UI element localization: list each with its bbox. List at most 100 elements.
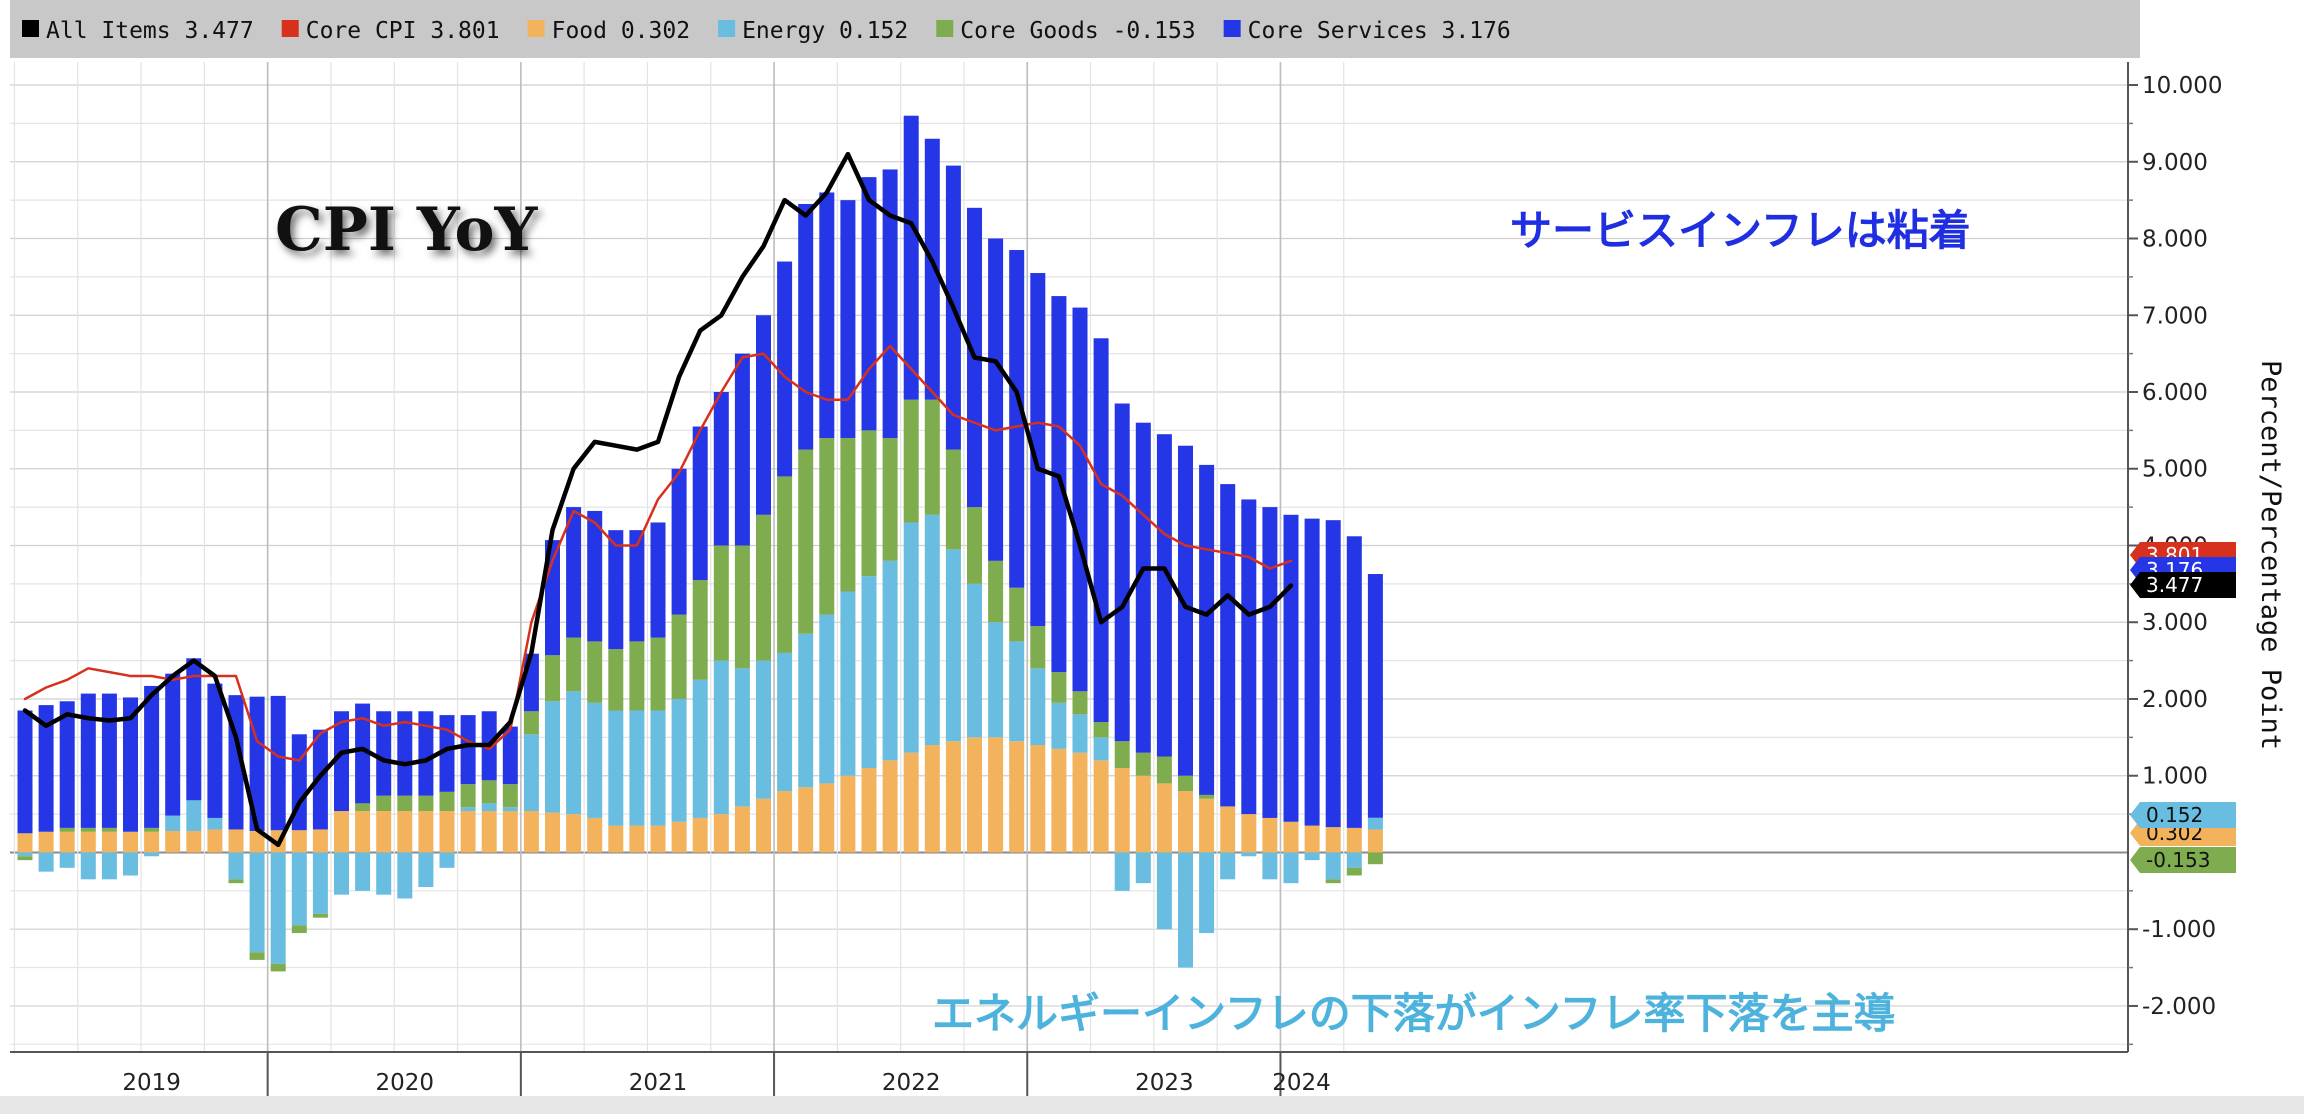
bar-core-services xyxy=(566,507,582,638)
bar-core-services xyxy=(840,200,856,439)
bar-food xyxy=(1030,745,1046,853)
bar-energy xyxy=(756,660,771,799)
bar-core-goods xyxy=(1178,775,1193,792)
bar-food xyxy=(903,752,919,853)
bar-energy xyxy=(882,560,898,761)
bar-core-goods xyxy=(545,655,560,702)
bar-food xyxy=(798,787,814,853)
x-tick-label: 2024 xyxy=(1272,1070,1331,1096)
bar-core-goods xyxy=(144,827,160,832)
bar-energy xyxy=(798,633,814,788)
bar-food xyxy=(1346,827,1362,853)
bar-core-services xyxy=(123,697,138,832)
bar-energy xyxy=(734,668,750,807)
bar-food xyxy=(207,829,223,853)
bar-core-services xyxy=(334,711,349,812)
y-tick-label: 6.000 xyxy=(2142,380,2208,406)
bar-energy xyxy=(481,803,497,812)
bar-core-services xyxy=(819,192,835,439)
bar-food xyxy=(1262,817,1278,853)
legend-swatch-0 xyxy=(22,20,39,37)
bar-food xyxy=(334,811,349,853)
y-tick-label: 3.000 xyxy=(2142,610,2208,636)
legend: All Items 3.477 Core CPI 3.801 Food 0.302 E… xyxy=(22,18,1511,44)
bar-core-goods xyxy=(903,399,919,523)
bar-core-goods xyxy=(608,649,624,711)
bar-core-goods xyxy=(1009,587,1025,642)
bar-energy xyxy=(80,852,96,880)
bar-food xyxy=(502,811,518,853)
bar-food xyxy=(1093,760,1109,853)
bar-energy xyxy=(123,852,138,876)
bar-energy xyxy=(228,852,244,880)
bar-core-goods xyxy=(80,827,96,832)
bar-energy xyxy=(1072,714,1088,753)
bar-core-services xyxy=(713,392,729,546)
end-tag-all_items xyxy=(2130,572,2236,598)
bar-core-goods xyxy=(1346,867,1362,876)
y-axis-label: Percent/Percentage Point xyxy=(2255,360,2286,750)
bar-core-goods xyxy=(1325,879,1341,884)
bar-core-services xyxy=(1367,574,1383,818)
bar-energy xyxy=(629,710,645,826)
bar-core-goods xyxy=(1030,626,1046,669)
bar-food xyxy=(777,791,793,853)
bar-food xyxy=(967,737,982,853)
legend-swatch-2 xyxy=(527,20,545,37)
bar-core-goods xyxy=(1367,852,1383,865)
bar-food xyxy=(1325,827,1341,853)
bar-food xyxy=(650,825,666,853)
bar-core-goods xyxy=(967,507,982,584)
bar-core-services xyxy=(1199,464,1215,795)
bar-core-goods xyxy=(945,449,961,550)
bar-core-goods xyxy=(734,545,750,669)
bar-food xyxy=(101,831,117,853)
bar-core-services xyxy=(1346,536,1362,828)
bar-energy xyxy=(777,652,793,792)
bar-energy xyxy=(38,852,54,872)
bar-core-goods xyxy=(355,803,371,812)
bar-core-services xyxy=(629,530,645,642)
bar-core-goods xyxy=(481,780,497,804)
bar-energy xyxy=(587,702,603,818)
legend-swatch-1 xyxy=(281,20,299,37)
end-tag-text: 3.477 xyxy=(2146,573,2203,597)
bar-food xyxy=(1241,814,1257,853)
bar-energy xyxy=(903,522,919,753)
y-tick-label: 7.000 xyxy=(2142,303,2208,329)
legend-entry-1: Core CPI 3.801 xyxy=(306,18,500,44)
bar-energy xyxy=(945,549,961,742)
bar-food xyxy=(291,830,307,853)
bar-core-goods xyxy=(587,641,603,703)
bar-food xyxy=(1178,791,1193,853)
bar-food xyxy=(481,811,497,853)
bar-food xyxy=(1304,825,1320,853)
bar-energy xyxy=(397,852,413,899)
chart-title: CPI YoY xyxy=(275,195,538,265)
bar-energy xyxy=(819,614,835,784)
annotation-energy-decline: エネルギーインフレの下落がインフレ率下落を主導 xyxy=(932,989,1895,1038)
bar-energy xyxy=(1135,852,1151,884)
bar-core-goods xyxy=(291,925,307,934)
bar-core-services xyxy=(207,683,223,818)
bar-food xyxy=(692,817,708,853)
bar-core-goods xyxy=(228,879,244,884)
bar-core-services xyxy=(777,261,793,477)
end-tag-energy xyxy=(2130,802,2236,828)
bar-energy xyxy=(1199,852,1215,934)
bar-core-services xyxy=(312,729,328,830)
bar-food xyxy=(861,768,877,853)
bar-food xyxy=(165,830,181,853)
bar-food xyxy=(144,831,160,853)
bar-energy xyxy=(1178,852,1193,968)
bar-energy xyxy=(1156,852,1172,930)
line-core-cpi xyxy=(23,344,1293,762)
bar-food xyxy=(59,831,75,853)
legend-entry-3: Energy 0.152 xyxy=(742,18,908,44)
bar-core-services xyxy=(1009,250,1025,588)
bar-energy xyxy=(861,576,877,769)
bar-food xyxy=(608,825,624,853)
bar-food xyxy=(355,811,371,853)
bar-energy xyxy=(671,698,687,822)
